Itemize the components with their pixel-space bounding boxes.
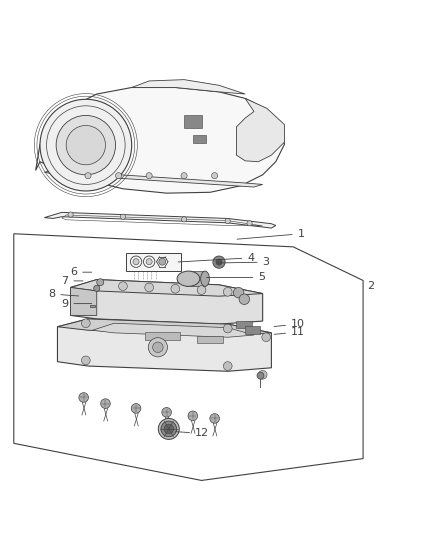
Text: 11: 11	[274, 327, 305, 337]
Bar	[127, 253, 181, 271]
Ellipse shape	[177, 271, 200, 286]
Circle shape	[223, 362, 232, 370]
Text: 1: 1	[237, 229, 304, 239]
Text: 4: 4	[178, 253, 254, 263]
Text: 10: 10	[274, 319, 305, 329]
Polygon shape	[57, 319, 272, 372]
Circle shape	[158, 418, 179, 439]
Polygon shape	[44, 171, 263, 187]
Circle shape	[212, 173, 218, 179]
Circle shape	[225, 219, 230, 224]
Circle shape	[258, 370, 267, 379]
Circle shape	[233, 287, 244, 298]
Circle shape	[40, 99, 132, 191]
Circle shape	[159, 258, 166, 265]
Circle shape	[181, 217, 187, 222]
Circle shape	[81, 356, 90, 365]
Text: 5: 5	[206, 272, 265, 282]
Text: 8: 8	[48, 289, 79, 299]
Text: 6: 6	[70, 267, 92, 277]
Polygon shape	[35, 87, 285, 193]
Circle shape	[161, 421, 177, 437]
Circle shape	[146, 259, 152, 265]
Circle shape	[164, 424, 173, 434]
Circle shape	[119, 282, 127, 290]
Polygon shape	[71, 287, 97, 316]
Bar	[197, 336, 223, 343]
Polygon shape	[71, 280, 263, 324]
Circle shape	[152, 342, 163, 352]
Text: 12: 12	[176, 429, 209, 438]
Text: 3: 3	[217, 257, 270, 267]
Bar	[237, 321, 252, 328]
Circle shape	[81, 319, 90, 328]
Circle shape	[223, 287, 232, 296]
Circle shape	[94, 285, 100, 292]
Circle shape	[148, 338, 167, 357]
Circle shape	[223, 324, 232, 333]
Circle shape	[210, 414, 219, 423]
Polygon shape	[90, 305, 95, 306]
Circle shape	[216, 259, 222, 265]
Polygon shape	[132, 79, 245, 94]
Circle shape	[146, 173, 152, 179]
Circle shape	[79, 393, 88, 402]
Circle shape	[68, 212, 73, 217]
Circle shape	[66, 125, 106, 165]
Circle shape	[133, 259, 139, 265]
Polygon shape	[57, 319, 272, 335]
Circle shape	[181, 173, 187, 179]
Circle shape	[197, 286, 206, 294]
Circle shape	[257, 372, 264, 379]
Bar	[184, 115, 201, 128]
Bar	[245, 326, 261, 334]
Polygon shape	[186, 271, 205, 286]
Circle shape	[120, 214, 126, 220]
Circle shape	[131, 403, 141, 413]
Circle shape	[213, 256, 225, 268]
Text: 9: 9	[61, 298, 92, 309]
Text: 2: 2	[367, 281, 374, 291]
Text: 7: 7	[61, 276, 83, 286]
Circle shape	[56, 116, 116, 175]
Polygon shape	[92, 323, 254, 337]
Circle shape	[188, 411, 198, 421]
Circle shape	[145, 283, 153, 292]
Circle shape	[262, 333, 271, 342]
Circle shape	[97, 279, 104, 286]
Circle shape	[116, 173, 122, 179]
Polygon shape	[44, 212, 276, 228]
Bar	[145, 332, 180, 340]
Circle shape	[247, 221, 252, 226]
Polygon shape	[237, 99, 285, 161]
Polygon shape	[71, 280, 263, 296]
Circle shape	[101, 399, 110, 408]
Bar	[193, 135, 206, 143]
Circle shape	[239, 294, 250, 304]
Circle shape	[171, 285, 180, 293]
Circle shape	[85, 173, 91, 179]
Circle shape	[162, 408, 171, 417]
Ellipse shape	[201, 271, 209, 286]
